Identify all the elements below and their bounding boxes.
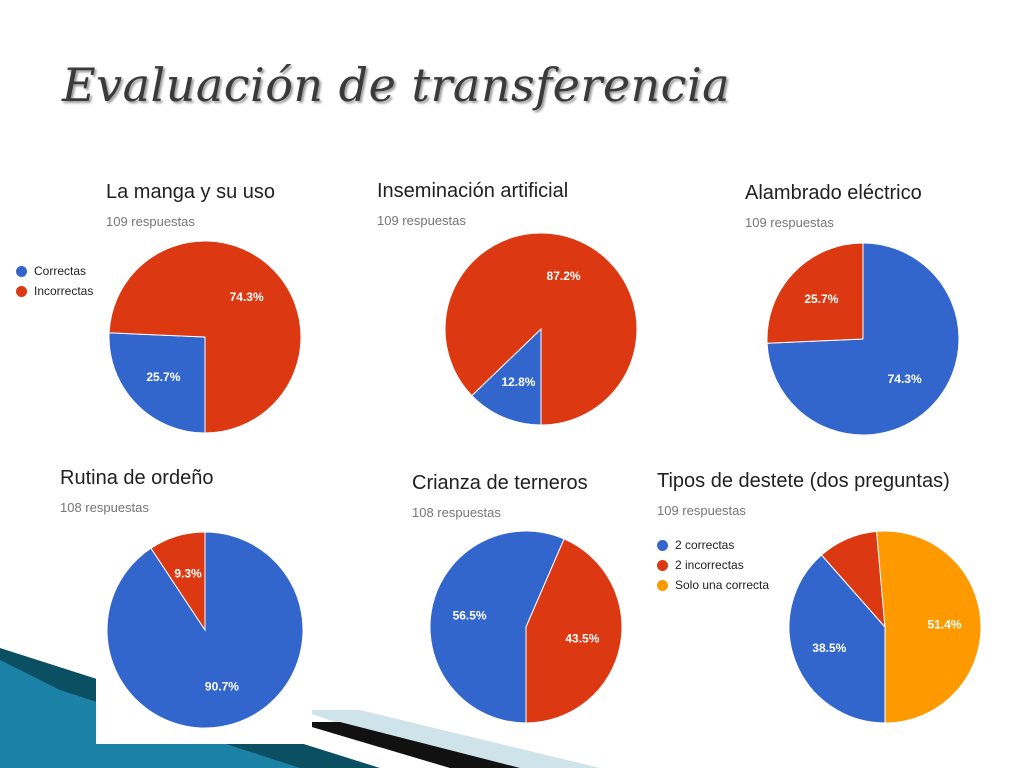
pie-slice-label: 9.3% [174, 567, 202, 581]
pie-slice-label: 56.5% [453, 608, 487, 622]
chart-title: Alambrado eléctrico [745, 182, 922, 204]
pie-slice-label: 90.7% [205, 679, 239, 693]
legend-item: Incorrectas [16, 281, 93, 301]
legend-item: 2 correctas [657, 535, 769, 555]
pie-slice-label: 12.8% [501, 375, 535, 389]
pie-slice-correctas [429, 530, 565, 724]
chart-subtitle: 108 respuestas [60, 500, 149, 515]
stripe-black [295, 722, 520, 768]
chart-subtitle: 109 respuestas [377, 213, 466, 228]
legend-label: Incorrectas [34, 284, 94, 298]
legend-swatch [657, 539, 668, 551]
legend-item: 2 incorrectas [657, 555, 769, 575]
stripe-light [300, 710, 600, 768]
pie-slice-incorrectas [444, 232, 638, 426]
pie-slice-correctas [106, 531, 304, 729]
pie-slice-correctas [108, 332, 206, 434]
chart-title: Tipos de destete (dos preguntas) [657, 470, 950, 492]
pie-slice-incorrectas [108, 240, 302, 434]
legend-swatch [657, 559, 668, 571]
pie-slice-incorrectas [525, 538, 623, 724]
chart-subtitle: 109 respuestas [657, 503, 746, 518]
chart-subtitle: 109 respuestas [106, 214, 195, 229]
chart-subtitle: 109 respuestas [745, 215, 834, 230]
chart-title: Crianza de terneros [412, 472, 588, 494]
chart-subtitle: 108 respuestas [412, 505, 501, 520]
stripe-teal [0, 660, 300, 768]
legend-label: 2 correctas [675, 538, 735, 552]
pie-slice-label: 74.3% [230, 290, 264, 304]
legend-destete: 2 correctas 2 incorrectas Solo una correct… [657, 535, 769, 595]
pie-slice-correctas [471, 327, 542, 426]
pie-slice-label: 51.4% [927, 617, 961, 631]
pie-slice-label: 74.3% [888, 372, 922, 386]
legend-swatch [16, 265, 27, 277]
pie-slice-2-correctas [788, 554, 886, 724]
legend-item: Correctas [16, 261, 93, 281]
pie-slice-label: 38.5% [812, 641, 846, 655]
pie-slice-label: 25.7% [804, 292, 838, 306]
pie-slice-label: 43.5% [565, 632, 599, 646]
legend-label: 2 incorrectas [675, 558, 744, 572]
legend-swatch [16, 285, 27, 297]
chart-title: Rutina de ordeño [60, 467, 214, 489]
chart-title: Inseminación artificial [377, 180, 569, 202]
slide-title: Evaluación de transferencia [62, 58, 731, 112]
pie-slice-solo-una-correcta [876, 530, 982, 724]
pie-slice-label: 87.2% [547, 269, 581, 283]
legend-label: Solo una correcta [675, 578, 770, 592]
legend-label: Correctas [34, 264, 87, 278]
pie-slice-incorrectas [150, 531, 206, 632]
chart-title: La manga y su uso [106, 181, 275, 203]
pie-slice-label: 25.7% [146, 370, 180, 384]
legend-item: Solo una correcta [657, 575, 769, 595]
legend-swatch [657, 579, 668, 591]
pie-slice-incorrectas [766, 242, 864, 344]
legend-manga: Correctas Incorrectas [16, 261, 93, 301]
